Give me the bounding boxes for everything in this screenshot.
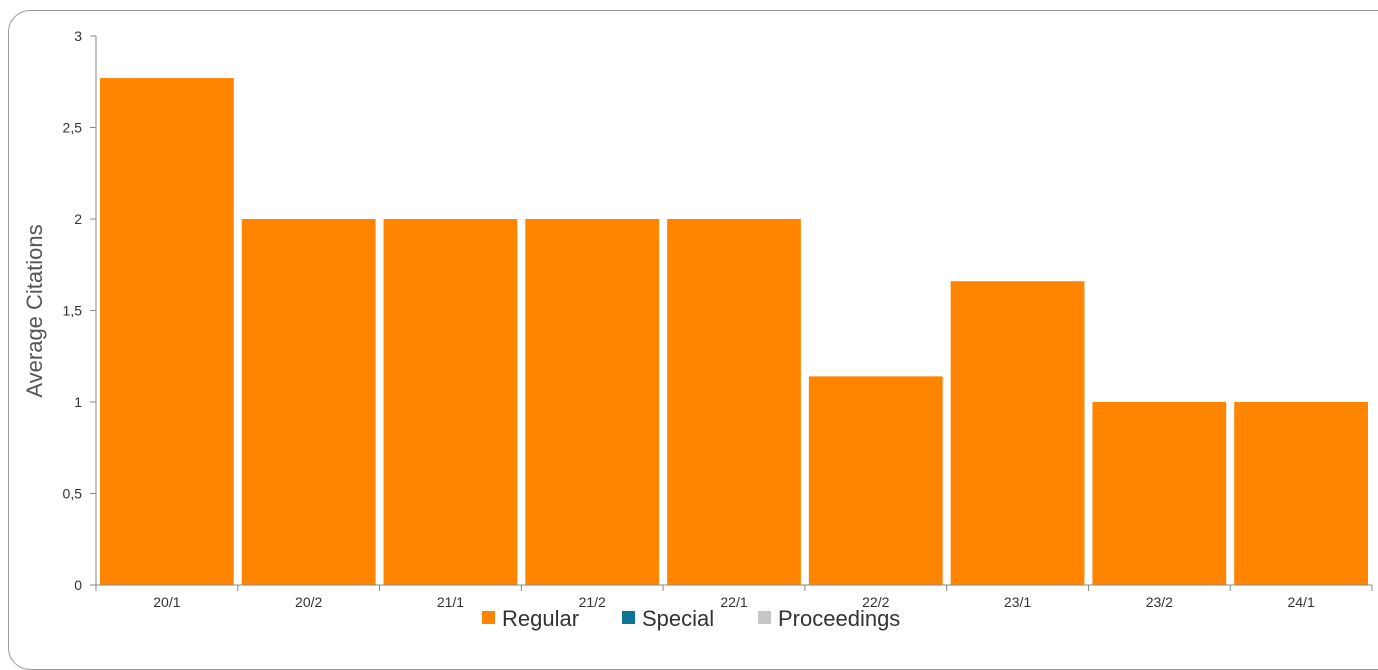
bar-regular-22-1 [667,219,801,585]
x-tick-label: 21/2 [579,594,606,610]
legend-swatch-proceedings [758,611,771,624]
y-tick-label: 1 [74,394,82,410]
x-tick-label: 20/1 [153,594,180,610]
x-tick-label: 21/1 [437,594,464,610]
legend-label-regular: Regular [502,606,579,631]
y-tick-label: 0 [74,577,82,593]
bar-regular-23-2 [1092,402,1227,585]
bar-regular-21-2 [525,219,660,585]
x-tick-label: 23/1 [1004,594,1031,610]
y-tick-label: 2 [74,211,82,227]
bars-group [100,78,1368,585]
y-tick-label: 1,5 [63,303,83,319]
bar-regular-21-1 [383,219,518,585]
bar-regular-24-1 [1234,402,1368,585]
legend-swatch-special [622,611,635,624]
y-tick-label: 3 [74,28,82,44]
bar-chart: 0 0,5 1 1,5 2 2,5 3 20/1 20/2 21/1 21/2 22/1 22/2 23/… [22,28,1373,631]
legend-label-special: Special [642,606,714,631]
bar-regular-23-1 [950,281,1085,585]
axes-group: 0 0,5 1 1,5 2 2,5 3 20/1 20/2 21/1 21/2 22/1 22/2 23/… [63,28,1373,610]
x-tick-label: 22/2 [862,594,889,610]
legend: Regular Special Proceedings [482,606,900,631]
x-tick-label: 24/1 [1287,594,1314,610]
x-tick-label: 22/1 [720,594,747,610]
x-tick-label: 20/2 [295,594,322,610]
bar-regular-22-2 [808,376,943,585]
y-axis-title: Average Citations [22,224,47,397]
x-tick-label: 23/2 [1146,594,1173,610]
bar-regular-20-2 [241,219,376,585]
legend-label-proceedings: Proceedings [778,606,900,631]
bar-regular-20-1 [100,78,234,585]
y-tick-label: 2,5 [63,120,83,136]
y-tick-label: 0,5 [63,486,83,502]
legend-swatch-regular [482,611,495,624]
